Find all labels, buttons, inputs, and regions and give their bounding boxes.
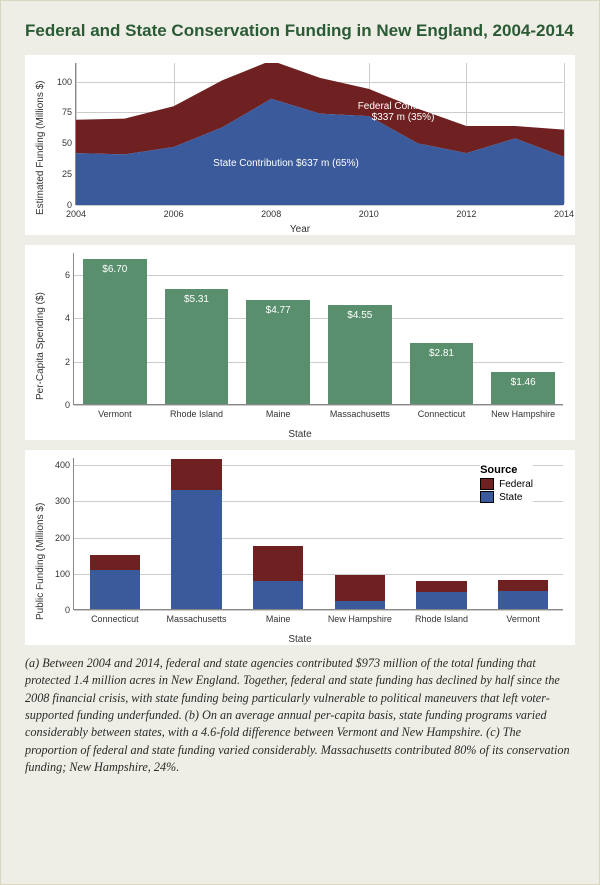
chart-a-xlabel: Year: [25, 224, 575, 235]
chart-c-plot: 0100200300400ConnecticutMassachusettsMai…: [73, 458, 563, 610]
chart-a: Estimated Funding (Millions $) 025507510…: [25, 55, 575, 235]
bar-category-label: Maine: [237, 409, 319, 419]
bar-category-label: Maine: [237, 614, 319, 624]
bar-state: [335, 601, 386, 609]
bar-state: [90, 570, 141, 609]
legend-label: Federal: [499, 479, 533, 490]
legend-label: State: [499, 492, 522, 503]
chart-c-xlabel: State: [25, 634, 575, 645]
bar-federal: [416, 581, 467, 592]
chart-b-ylabel: Per-Capita Spending ($): [35, 292, 46, 400]
bar-federal: [171, 459, 222, 490]
bar-state: [171, 490, 222, 609]
bar-category-label: Massachusetts: [156, 614, 238, 624]
chart-a-fed-annot: Federal Contribution$337 m (35%): [338, 101, 468, 123]
legend-title: Source: [480, 464, 533, 476]
legend: Source Federal State: [480, 464, 533, 504]
chart-a-ylabel: Estimated Funding (Millions $): [35, 81, 46, 216]
bar-state: [416, 592, 467, 609]
bar-category-label: Connecticut: [401, 409, 483, 419]
chart-b-xlabel: State: [25, 429, 575, 440]
bar-federal: [498, 580, 549, 591]
bar-value-label: $1.46: [491, 377, 555, 388]
bar-federal: [253, 546, 304, 580]
chart-a-state-annot: State Contribution $637 m (65%): [176, 158, 396, 169]
legend-item: Federal: [480, 478, 533, 490]
chart-c-ylabel: Public Funding (Millions $): [35, 503, 46, 620]
bar-category-label: Rhode Island: [156, 409, 238, 419]
bar-federal: [90, 555, 141, 569]
chart-c: Public Funding (Millions $) 010020030040…: [25, 450, 575, 645]
chart-a-plot: 0255075100200420062008201020122014State …: [75, 63, 563, 205]
bar: [83, 259, 147, 404]
bar-value-label: $4.77: [246, 305, 310, 316]
chart-b: Per-Capita Spending ($) 0246$6.70Vermont…: [25, 245, 575, 440]
bar: [165, 289, 229, 404]
bar-value-label: $5.31: [165, 294, 229, 305]
bar-category-label: New Hampshire: [319, 614, 401, 624]
bar-category-label: Vermont: [482, 614, 564, 624]
page: Federal and State Conservation Funding i…: [0, 0, 600, 885]
page-title: Federal and State Conservation Funding i…: [25, 21, 575, 41]
bar-category-label: Rhode Island: [401, 614, 483, 624]
bar-category-label: New Hampshire: [482, 409, 564, 419]
bar-value-label: $6.70: [83, 264, 147, 275]
legend-swatch: [480, 491, 494, 503]
bar-state: [498, 591, 549, 609]
bar-federal: [335, 575, 386, 601]
bar-state: [253, 581, 304, 609]
bar-category-label: Vermont: [74, 409, 156, 419]
legend-item: State: [480, 491, 533, 503]
bar-category-label: Connecticut: [74, 614, 156, 624]
bar-value-label: $2.81: [410, 348, 474, 359]
legend-swatch: [480, 478, 494, 490]
bar-value-label: $4.55: [328, 310, 392, 321]
chart-b-plot: 0246$6.70Vermont$5.31Rhode Island$4.77Ma…: [73, 253, 563, 405]
caption: (a) Between 2004 and 2014, federal and s…: [25, 655, 575, 776]
bar-category-label: Massachusetts: [319, 409, 401, 419]
